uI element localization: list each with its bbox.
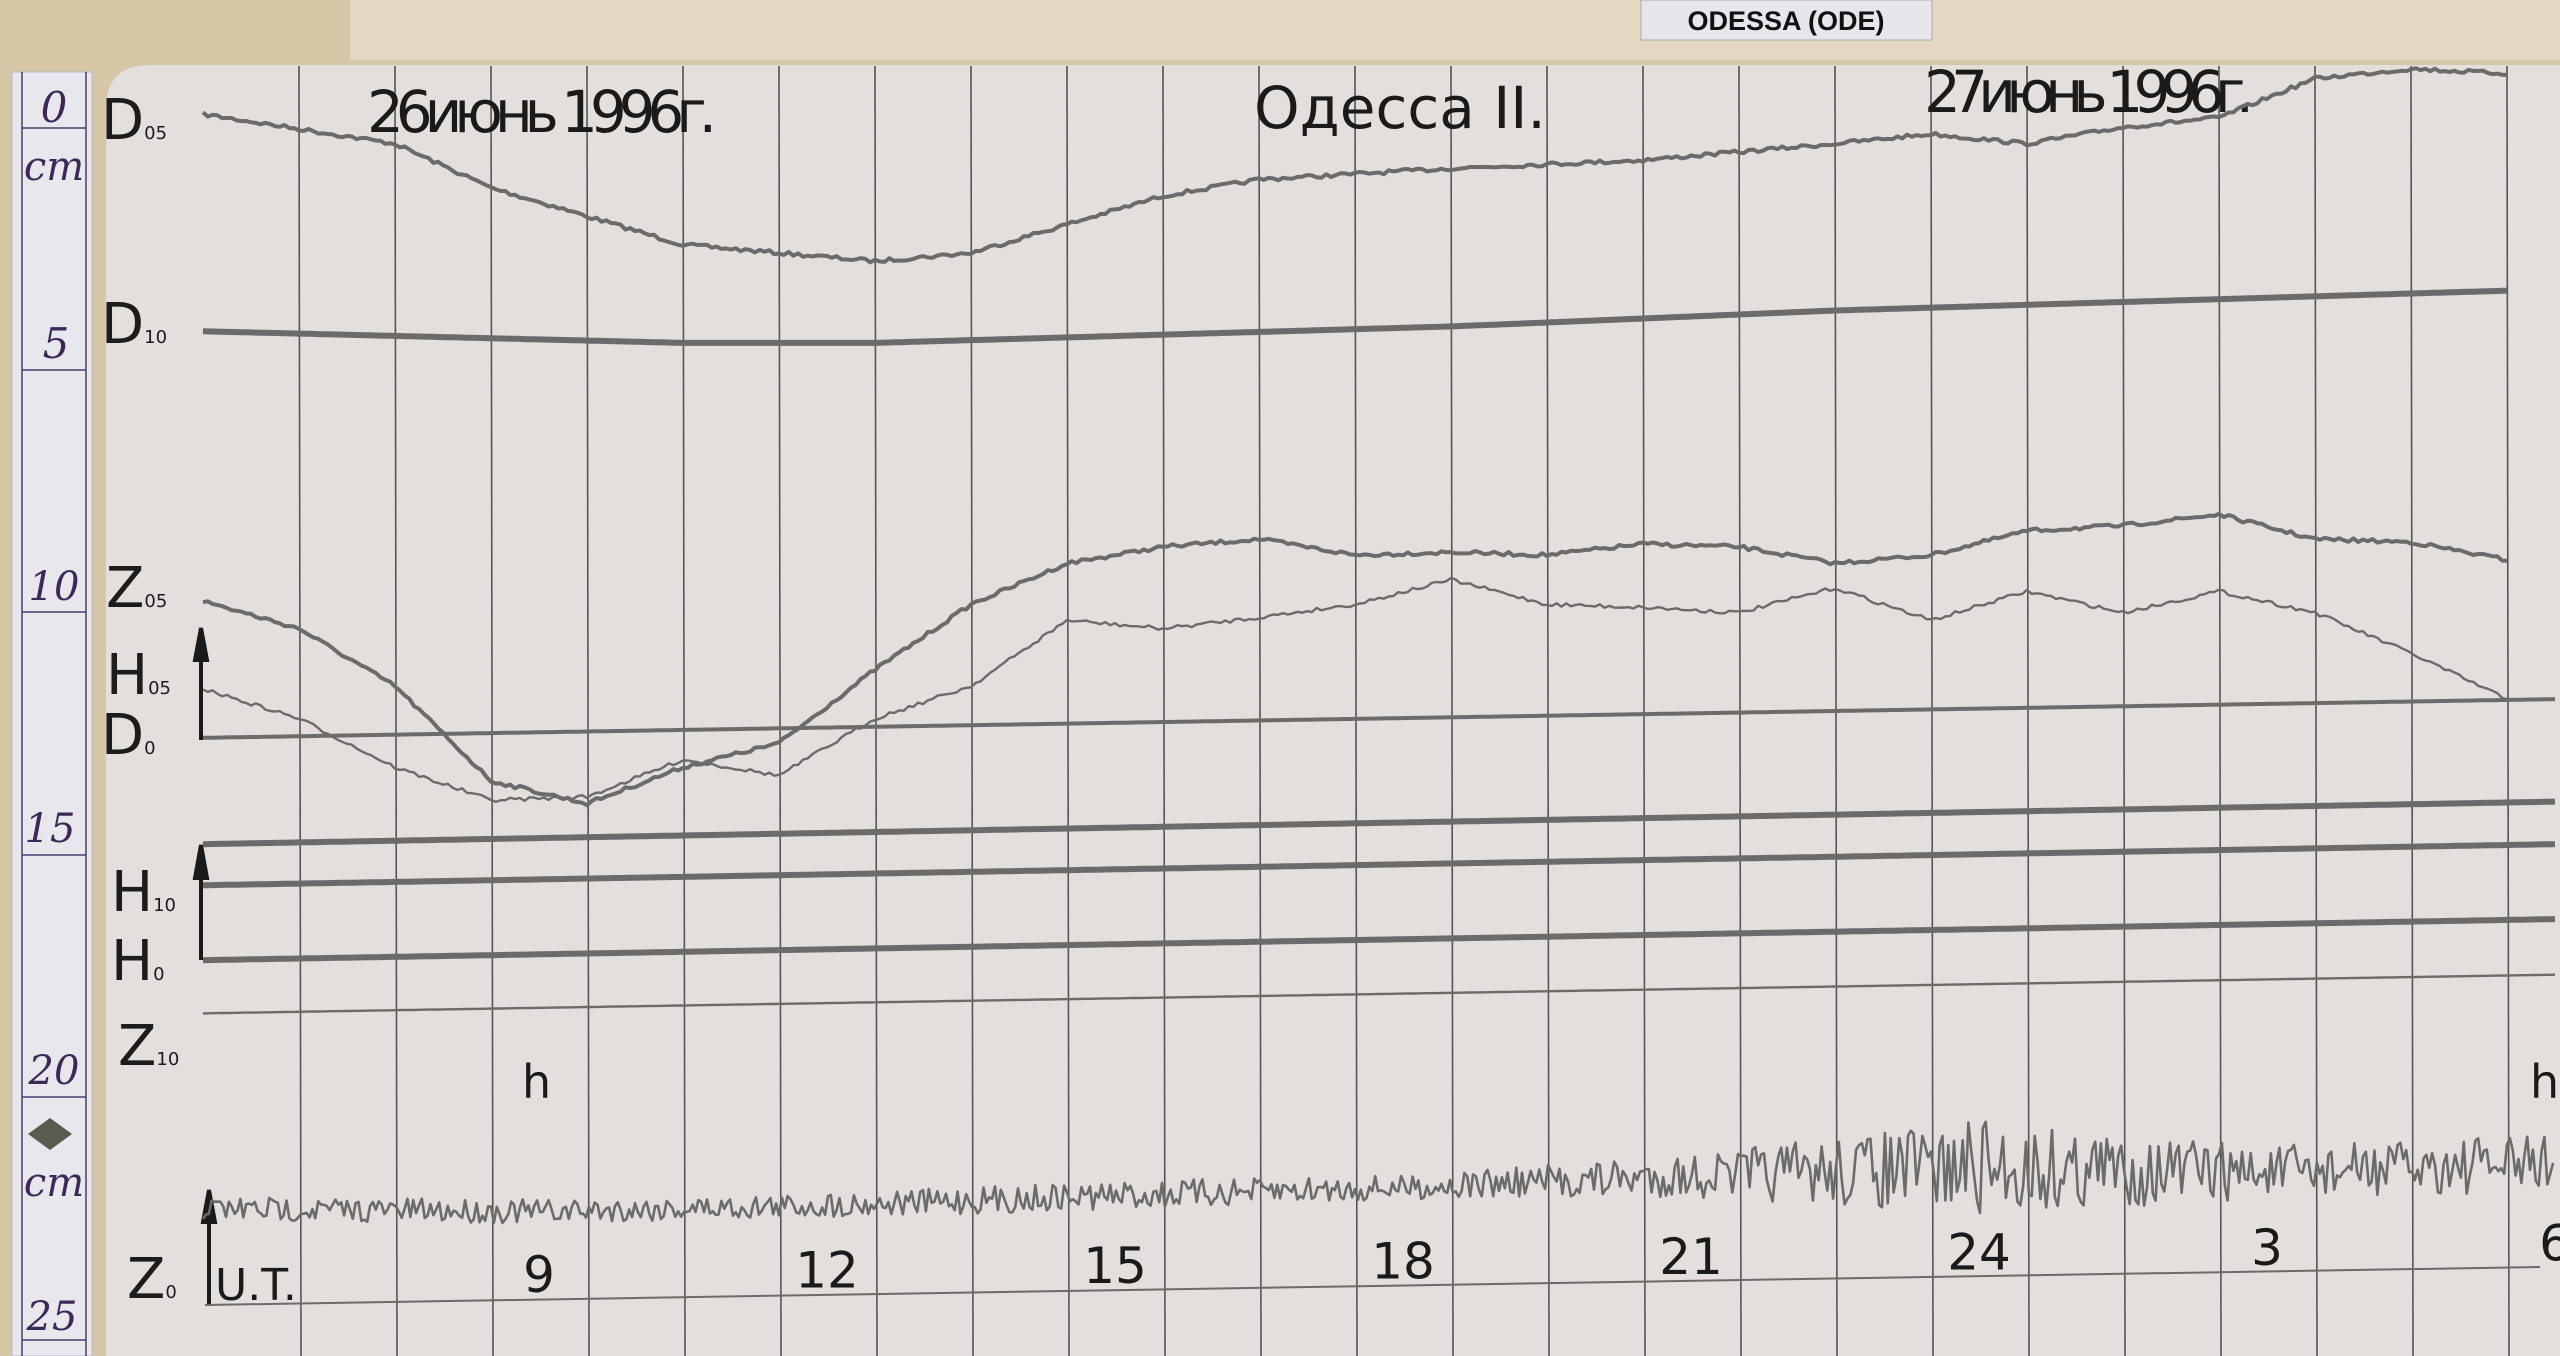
channel-label: D05 — [101, 88, 167, 153]
grid-line — [1066, 65, 1070, 1356]
hour-grid — [298, 65, 2510, 1356]
x-tick-label: 15 — [1083, 1237, 1147, 1295]
grid-line — [1450, 65, 1454, 1356]
grid-line — [2314, 65, 2318, 1356]
grid-line — [2122, 65, 2126, 1356]
hour-mark-right: h — [2530, 1055, 2559, 1109]
trace-9 — [201, 1120, 2555, 1225]
grid-line — [682, 65, 686, 1356]
station-tag-text: ODESSA (ODE) — [1687, 6, 1884, 36]
grid-line — [1162, 65, 1166, 1356]
grid-line — [970, 65, 974, 1356]
arrow-up-icon — [192, 844, 210, 880]
x-axis-labels: 9 12 15 18 21 24 3 6 — [523, 1215, 2560, 1305]
trace-6 — [202, 841, 2556, 889]
channel-label: H0 — [111, 929, 165, 994]
grid-line — [2218, 65, 2222, 1356]
arrow-up-icon — [192, 627, 210, 662]
grid-line — [874, 65, 878, 1356]
grid-line — [1546, 65, 1550, 1356]
scale-arrows — [192, 627, 218, 1306]
x-tick-label: 12 — [795, 1242, 859, 1300]
trace-2 — [202, 511, 2508, 808]
trace-3 — [202, 576, 2508, 804]
channel-label: D0 — [101, 703, 156, 768]
ruler-tick-20: 20 — [28, 1048, 80, 1094]
date-left: 26июнь 1996г. — [367, 78, 717, 146]
grid-line — [2410, 65, 2414, 1356]
x-tick-label: 18 — [1371, 1233, 1435, 1291]
grid-line — [1642, 65, 1646, 1356]
chart-paper — [106, 65, 2560, 1356]
trace-7 — [202, 916, 2556, 964]
trace-1 — [202, 287, 2508, 346]
hour-mark-left: h — [522, 1055, 551, 1109]
ruler-tick-15: 15 — [25, 806, 76, 852]
channel-label: Z05 — [106, 556, 167, 621]
ruler-tick-5: 5 — [43, 319, 70, 368]
traces — [201, 66, 2556, 1225]
trace-8 — [202, 973, 2556, 1015]
ruler-pin-icon — [28, 1118, 72, 1150]
grid-line — [1258, 65, 1262, 1356]
trace-0 — [201, 66, 2508, 265]
ruler-tick-10: 10 — [29, 564, 80, 610]
date-right: 27июнь 1996г. — [1924, 58, 2254, 126]
grid-line — [490, 65, 494, 1356]
x-tick-label: 24 — [1947, 1224, 2011, 1282]
x-tick-label: 9 — [523, 1246, 555, 1304]
channel-label: Z0 — [127, 1247, 177, 1312]
ruler-unit-top: cm — [24, 144, 84, 190]
x-tick-label: 3 — [2251, 1219, 2283, 1277]
station-tag: ODESSA (ODE) — [1640, 0, 1933, 41]
grid-line — [2026, 65, 2030, 1356]
trace-4 — [202, 697, 2556, 740]
grid-line — [778, 65, 782, 1356]
trace-5 — [202, 798, 2556, 848]
channel-label: Z10 — [118, 1014, 179, 1079]
cm-ruler: 0 cm 5 10 15 20 cm 25 — [11, 71, 93, 1356]
grid-line — [394, 65, 398, 1356]
grid-line — [586, 65, 590, 1356]
channel-label: H05 — [106, 643, 171, 708]
ruler-tick-25: 25 — [26, 1294, 78, 1340]
plastic-sleeve — [350, 0, 2560, 60]
ruler-tick-0: 0 — [41, 83, 68, 132]
channel-label: D10 — [101, 292, 167, 357]
ut-label: U.T. — [215, 1260, 297, 1311]
grid-line — [1354, 65, 1358, 1356]
channel-label: H10 — [111, 860, 176, 925]
x-tick-label: 21 — [1659, 1228, 1723, 1286]
x-tick-label: 6 — [2539, 1215, 2560, 1273]
station-name: Одесса II. — [1254, 74, 1546, 142]
ruler-unit-bottom: cm — [24, 1160, 84, 1206]
ut-baseline — [204, 1266, 2541, 1306]
grid-line — [298, 65, 302, 1356]
